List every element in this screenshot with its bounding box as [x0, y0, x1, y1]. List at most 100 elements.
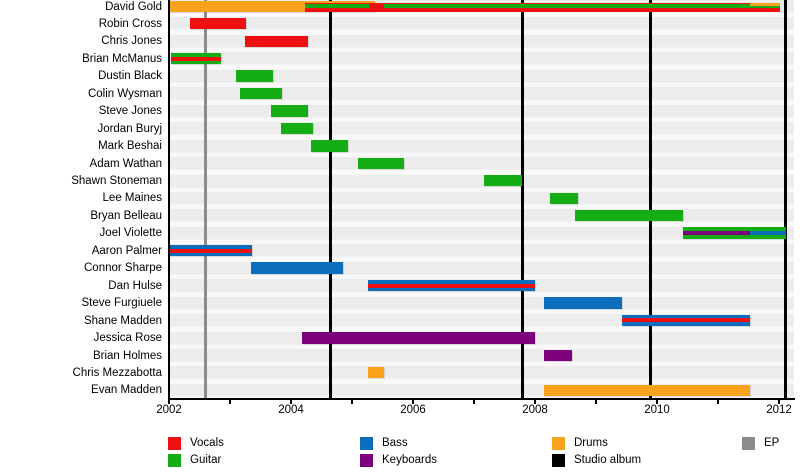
legend-label-ep: EP: [764, 437, 780, 449]
axis-tick: [595, 400, 597, 404]
legend-swatch-guitar: [168, 453, 181, 467]
studio-album-line: [329, 0, 333, 399]
timeline-bar-vocals: [170, 56, 221, 61]
timeline-bar-bass: [544, 297, 623, 309]
timeline-bar-drums: [169, 0, 375, 12]
legend-swatch-keyboards: [360, 453, 373, 467]
member-name-label: Joel Violette: [99, 227, 162, 240]
legend-label-vocals: Vocals: [190, 437, 224, 449]
legend-label-bass: Bass: [382, 437, 408, 449]
row-band: [169, 120, 794, 138]
studio-album-line: [649, 0, 653, 399]
timeline-bar-guitar: [305, 4, 370, 9]
timeline-bar-guitar: [281, 122, 313, 135]
studio-album-line: [784, 0, 788, 399]
member-name-label: Mark Beshai: [98, 140, 162, 153]
member-name-label: Jordan Buryj: [97, 122, 162, 135]
axis-tick-label: 2008: [522, 404, 548, 416]
timeline-bar-bass: [250, 262, 343, 274]
timeline-bar-keyboards: [544, 349, 573, 361]
axis-tick: [534, 400, 536, 404]
axis-tick-label: 2006: [400, 404, 426, 416]
member-name-label: Steve Jones: [98, 105, 162, 118]
row-band: [169, 347, 794, 365]
axis-tick-label: 2004: [278, 404, 304, 416]
axis-tick-label: 2012: [766, 404, 792, 416]
timeline-bar-drums: [749, 2, 781, 7]
timeline-bar-vocals: [245, 35, 309, 47]
legend-swatch-bass: [360, 437, 373, 450]
member-name-label: Shane Madden: [83, 314, 162, 327]
row-band: [169, 137, 794, 156]
member-name-label: Brian McManus: [82, 52, 162, 65]
timeline-bar-guitar: [575, 210, 684, 222]
timeline-bar-guitar: [550, 192, 578, 204]
timeline-bar-drums: [544, 384, 750, 396]
legend-label-drums: Drums: [574, 437, 608, 449]
plot-left-border: [168, 0, 170, 399]
row-band: [169, 50, 794, 68]
row-band: [169, 67, 794, 86]
timeline-bar-guitar: [483, 175, 523, 187]
member-name-label: Chris Mezzabotta: [72, 366, 162, 379]
member-name-label: Robin Cross: [98, 17, 162, 30]
row-band: [169, 15, 794, 33]
ep-line: [204, 0, 208, 399]
legend-label-keyboards: Keyboards: [382, 453, 437, 466]
member-name-label: Chris Jones: [101, 35, 162, 48]
member-name-label: Dan Hulse: [108, 279, 162, 292]
row-band: [169, 85, 794, 103]
member-name-label: Connor Sharpe: [84, 262, 162, 275]
timeline-bar-vocals: [622, 318, 750, 323]
axis-tick: [351, 400, 353, 404]
axis-tick: [656, 400, 658, 404]
legend-swatch-studio_album: [552, 453, 565, 467]
row-band: [169, 207, 794, 225]
row-band: [169, 242, 794, 260]
row-band: [169, 189, 794, 208]
legend-swatch-drums: [552, 437, 565, 450]
row-band: [169, 155, 794, 173]
member-name-label: Aaron Palmer: [91, 244, 162, 257]
timeline-bar-guitar: [383, 4, 781, 9]
row-band: [169, 102, 794, 121]
member-name-label: David Gold: [105, 0, 162, 13]
member-name-label: Shawn Stoneman: [71, 175, 162, 187]
studio-album-line: [520, 0, 524, 399]
member-name-label: Adam Wathan: [89, 157, 162, 170]
legend-label-studio_album: Studio album: [574, 453, 642, 466]
axis-tick-label: 2010: [644, 404, 670, 416]
axis-tick: [290, 400, 292, 404]
legend-swatch-ep: [742, 437, 755, 450]
timeline-bar-guitar: [270, 105, 309, 117]
timeline-bar-vocals: [367, 283, 535, 288]
member-name-label: Lee Maines: [102, 192, 162, 205]
timeline-bar-guitar: [236, 70, 273, 82]
legend-label-guitar: Guitar: [190, 453, 222, 466]
timeline-bar-drums: [367, 367, 384, 379]
timeline-bar-keyboards: [683, 231, 750, 236]
legend-swatch-vocals: [168, 437, 181, 450]
member-name-label: Bryan Belleau: [90, 209, 162, 222]
row-band: [169, 364, 794, 382]
row-band: [169, 32, 794, 51]
timeline-bar-bass: [749, 231, 786, 236]
member-name-label: Colin Wysman: [87, 87, 162, 100]
axis-tick: [778, 400, 780, 404]
axis-tick: [229, 400, 231, 404]
timeline-bar-guitar: [358, 157, 404, 170]
timeline-bar-vocals: [190, 18, 247, 30]
timeline-bar-vocals: [169, 248, 252, 253]
timeline-bar-keyboards: [301, 332, 535, 344]
axis-tick: [717, 400, 719, 404]
member-name-label: Jessica Rose: [93, 332, 162, 345]
row-band: [169, 172, 794, 190]
member-name-label: Evan Madden: [91, 384, 162, 397]
row-band: [169, 294, 794, 313]
timeline-bar-guitar: [311, 140, 348, 152]
member-name-label: Steve Furgiuele: [81, 297, 162, 310]
axis-tick: [473, 400, 475, 404]
axis-tick: [412, 400, 414, 404]
axis-tick-label: 2002: [156, 404, 182, 416]
